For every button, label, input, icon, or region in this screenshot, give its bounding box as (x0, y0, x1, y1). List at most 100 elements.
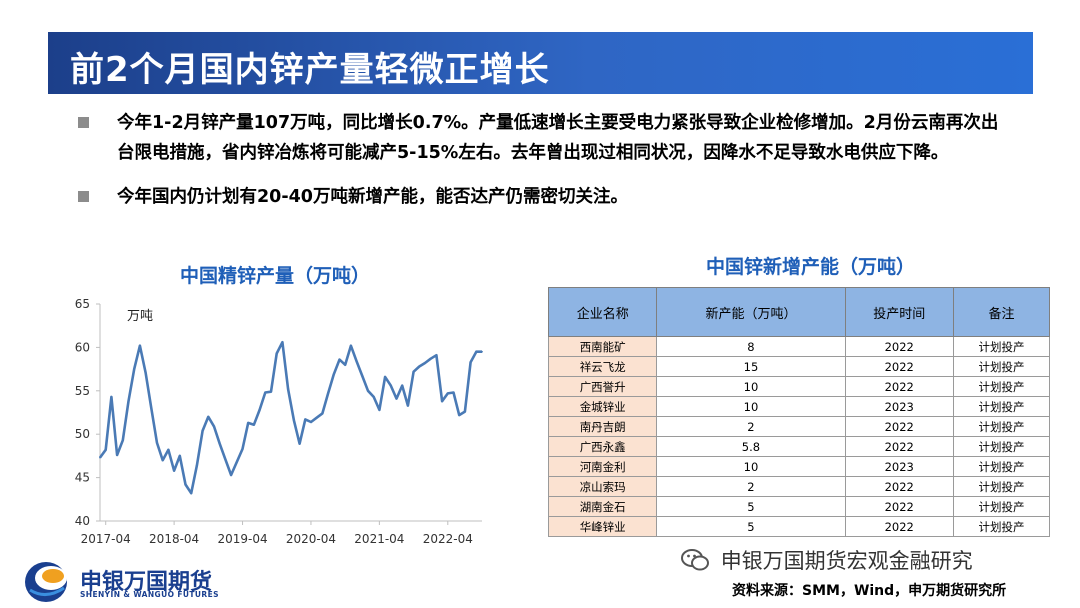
cell-company: 广西誉升 (547, 376, 658, 397)
col-header-company: 企业名称 (547, 287, 658, 337)
x-tick-label: 2018-04 (149, 532, 199, 546)
data-point (344, 363, 347, 366)
title-bar: 前2个月国内锌产量轻微正增长 (48, 32, 1033, 94)
y-tick-label: 50 (75, 427, 90, 441)
data-point (150, 407, 153, 410)
data-source-note: 资料来源：SMM，Wind，申万期货研究所 (732, 583, 1007, 599)
data-point (298, 442, 301, 445)
cell-capacity: 8 (656, 336, 846, 357)
x-tick-label: 2022-04 (423, 532, 473, 546)
col-header-remark: 备注 (952, 287, 1051, 337)
data-point (127, 400, 130, 403)
data-point (190, 492, 193, 495)
data-point (196, 464, 198, 467)
logo-mark-icon (25, 562, 67, 602)
series-line (98, 340, 482, 495)
data-point (338, 358, 341, 361)
data-point (355, 360, 358, 363)
data-point (401, 384, 404, 387)
cell-remark: 计划投产 (952, 496, 1051, 517)
cell-remark: 计划投产 (952, 456, 1051, 477)
cell-company: 金城锌业 (547, 396, 658, 417)
data-point (230, 474, 233, 476)
data-point (110, 395, 113, 398)
data-point (139, 344, 141, 347)
data-point (241, 448, 244, 450)
data-point (435, 354, 438, 357)
data-point (310, 421, 312, 423)
cell-start-date: 2022 (844, 516, 954, 537)
data-point (235, 461, 238, 463)
data-point (418, 365, 421, 368)
cell-capacity: 5 (656, 516, 846, 537)
logo-english-name: SHENYIN & WANGUO FUTURES (80, 590, 219, 599)
data-point (99, 456, 101, 459)
cell-start-date: 2023 (844, 396, 954, 417)
col-header-capacity: 新产能（万吨） (656, 287, 846, 337)
data-point (361, 375, 364, 377)
y-tick-label: 40 (75, 514, 90, 528)
data-point (481, 350, 483, 353)
table-row: 西南能矿 8 2022 计划投产 (547, 336, 1051, 357)
cell-start-date: 2022 (844, 476, 954, 497)
bullet-text: 今年国内仍计划有20-40万吨新增产能，能否达产仍需密切关注。 (117, 187, 628, 207)
cell-remark: 计划投产 (952, 416, 1051, 437)
data-point (275, 352, 278, 355)
chart-title: 中国精锌产量（万吨） (180, 265, 371, 287)
table-row: 凉山索玛 2 2022 计划投产 (547, 476, 1051, 497)
x-tick-label: 2020-04 (286, 532, 336, 546)
wechat-account: 申银万国期货宏观金融研究 (680, 545, 973, 575)
cell-remark: 计划投产 (952, 436, 1051, 457)
table-header-row: 企业名称 新产能（万吨） 投产时间 备注 (547, 287, 1051, 337)
cell-company: 南丹吉朗 (547, 416, 658, 437)
data-point (224, 458, 227, 461)
data-point (395, 397, 398, 400)
cell-start-date: 2022 (844, 436, 954, 457)
data-point (429, 357, 432, 360)
cell-capacity: 10 (656, 376, 846, 397)
table-row: 湖南金石 5 2022 计划投产 (547, 496, 1051, 517)
data-point (201, 429, 204, 432)
cell-start-date: 2022 (844, 416, 954, 437)
cell-start-date: 2022 (844, 496, 954, 517)
data-point (463, 410, 466, 413)
data-point (270, 390, 272, 393)
slide-title: 前2个月国内锌产量轻微正增长 (70, 50, 550, 90)
table-row: 华峰锌业 5 2022 计划投产 (547, 516, 1051, 537)
cell-remark: 计划投产 (952, 396, 1051, 417)
cell-company: 华峰锌业 (547, 516, 658, 537)
data-point (178, 455, 181, 457)
cell-remark: 计划投产 (952, 476, 1051, 497)
data-point (384, 376, 386, 378)
cell-capacity: 15 (656, 356, 846, 377)
data-point (349, 344, 352, 347)
data-point (441, 400, 443, 403)
cell-capacity: 2 (656, 476, 846, 497)
bullet-text: 今年1-2月锌产量107万吨，同比增长0.7%。产量低速增长主要受电力紧张导致企… (117, 113, 999, 163)
data-point (207, 415, 210, 418)
data-point (378, 408, 381, 411)
cell-capacity: 5.8 (656, 436, 846, 457)
data-point (372, 395, 375, 398)
cell-remark: 计划投产 (952, 516, 1051, 537)
cell-remark: 计划投产 (952, 356, 1051, 377)
data-point (116, 454, 119, 456)
data-point (315, 416, 318, 419)
data-point (281, 341, 284, 344)
data-point (292, 419, 295, 422)
data-point (321, 412, 324, 415)
data-point (389, 384, 392, 387)
data-point (458, 414, 461, 417)
cell-start-date: 2022 (844, 376, 954, 397)
bullet-item: 今年国内仍计划有20-40万吨新增产能，能否达产仍需密切关注。 (75, 182, 1015, 212)
cell-company: 河南金利 (547, 456, 658, 477)
data-point (184, 483, 187, 486)
cell-start-date: 2023 (844, 456, 954, 477)
data-point (424, 362, 426, 364)
table-row: 广西永鑫 5.8 2022 计划投产 (547, 436, 1051, 457)
cell-capacity: 5 (656, 496, 846, 517)
data-point (264, 391, 267, 394)
cell-remark: 计划投产 (952, 376, 1051, 397)
data-point (469, 361, 472, 364)
table-row: 祥云飞龙 15 2022 计划投产 (547, 356, 1051, 377)
